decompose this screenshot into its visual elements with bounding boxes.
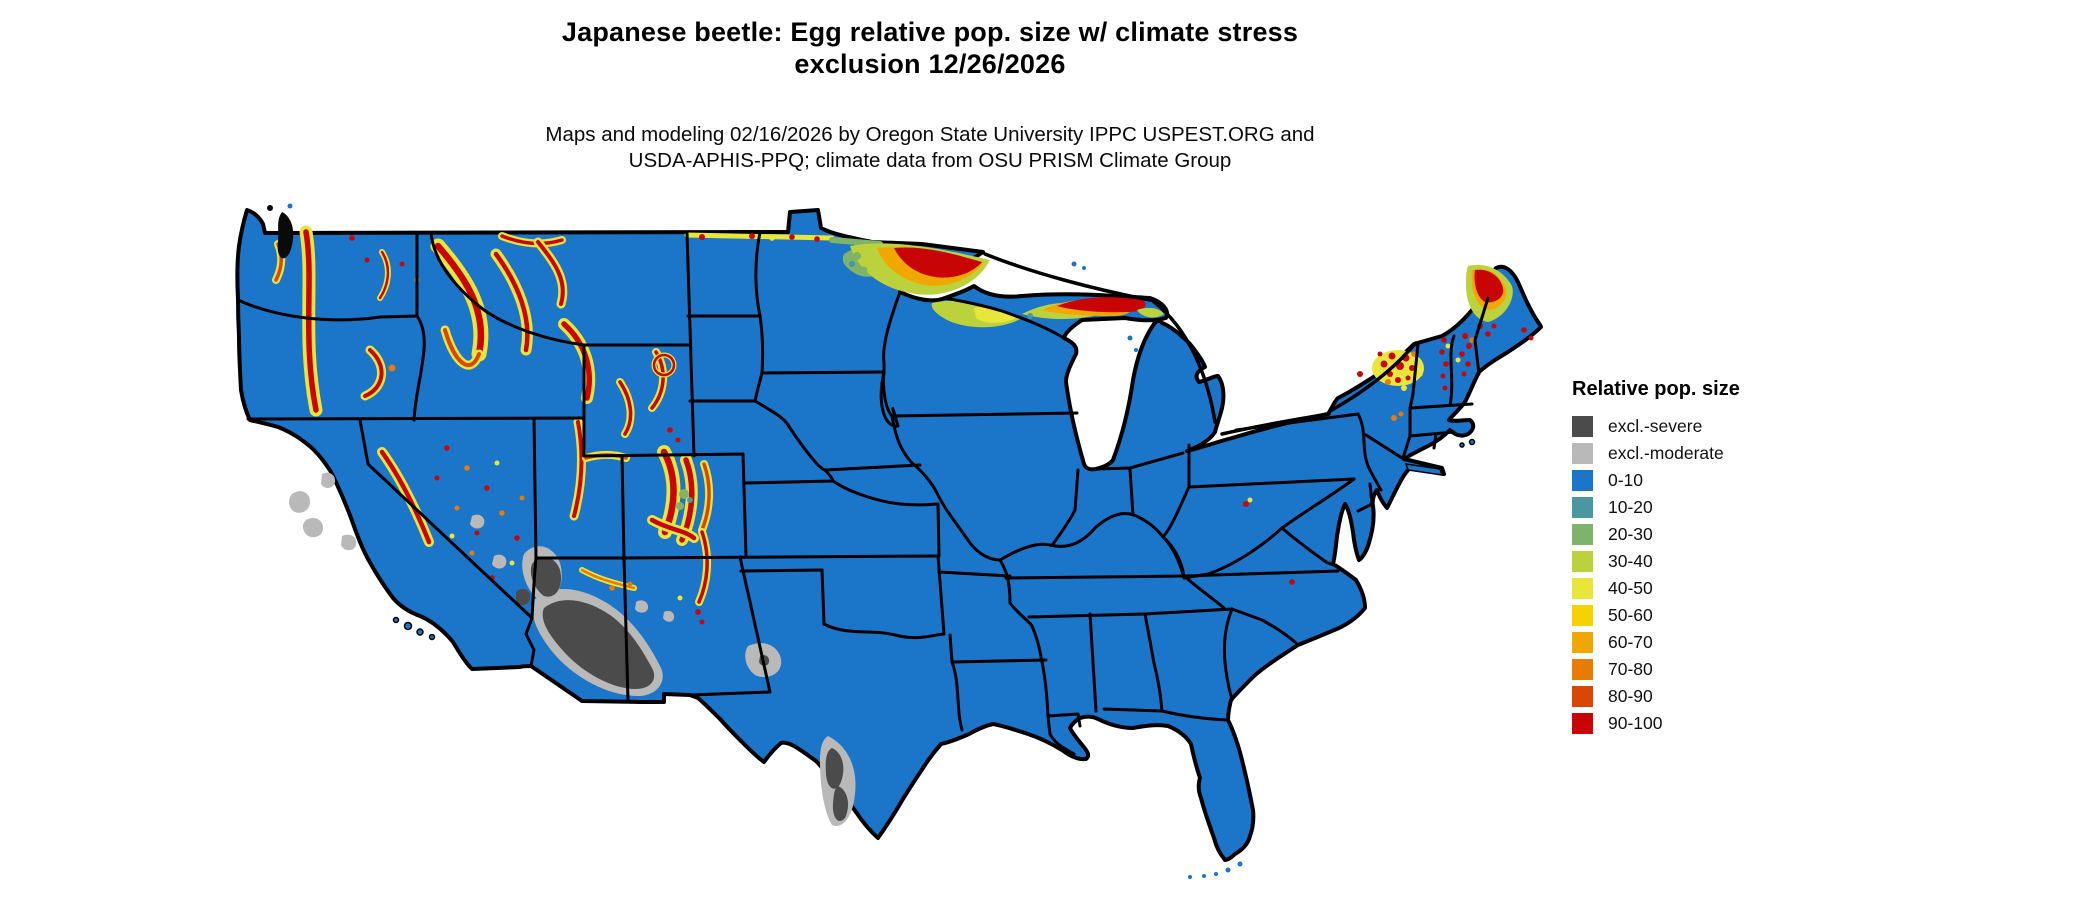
map-subtitle-line2: USDA-APHIS-PPQ; climate data from OSU PR…	[628, 149, 1232, 172]
subtitle-block: Maps and modeling 02/16/2026 by Oregon S…	[280, 122, 1580, 174]
lake-borders-layer	[983, 252, 1418, 436]
legend-item-label: 20-30	[1608, 524, 1653, 544]
legend-item-label: excl.-moderate	[1608, 443, 1724, 463]
map-title-line1: Japanese beetle: Egg relative pop. size …	[561, 17, 1299, 47]
map-container	[232, 168, 1562, 892]
legend-swatch	[1572, 686, 1593, 707]
legend-swatch	[1572, 524, 1593, 545]
map-title-line2: exclusion 12/26/2026	[794, 49, 1066, 79]
legend-item-label: excl.-severe	[1608, 416, 1703, 436]
legend-swatch	[1572, 659, 1593, 680]
land-silhouette	[235, 208, 1543, 862]
puget-sound	[267, 203, 294, 259]
legend-title: Relative pop. size	[1572, 378, 1740, 400]
state-borders-layer	[236, 230, 1490, 756]
legend-item: 20-30	[1572, 521, 1832, 548]
legend-item: excl.-moderate	[1572, 440, 1832, 467]
legend-items: excl.-severe excl.-moderate 0-10 10-20 20-30…	[1572, 413, 1832, 737]
legend-item-label: 70-80	[1608, 659, 1653, 679]
legend-item-label: 50-60	[1608, 605, 1653, 625]
heat-ridges-layer	[272, 225, 883, 606]
legend-item-label: 10-20	[1608, 497, 1653, 517]
legend-item-label: 80-90	[1608, 686, 1653, 706]
legend-swatch	[1572, 443, 1593, 464]
legend-swatch	[1572, 578, 1593, 599]
legend-item: 90-100	[1572, 710, 1832, 737]
legend-item: 0-10	[1572, 467, 1832, 494]
heat-blobs-layer	[842, 243, 1513, 386]
legend-swatch	[1572, 713, 1593, 734]
us-map	[235, 203, 1543, 879]
legend-swatch	[1572, 605, 1593, 626]
legend-item: 50-60	[1572, 602, 1832, 629]
legend-item-label: 60-70	[1608, 632, 1653, 652]
legend-item: 70-80	[1572, 656, 1832, 683]
title-block: Japanese beetle: Egg relative pop. size …	[280, 16, 1580, 80]
legend-item: 30-40	[1572, 548, 1832, 575]
legend-item: 10-20	[1572, 494, 1832, 521]
legend-item-label: 90-100	[1608, 713, 1663, 733]
map-subtitle-line1: Maps and modeling 02/16/2026 by Oregon S…	[545, 123, 1315, 146]
legend-swatch	[1572, 416, 1593, 437]
legend-item: 60-70	[1572, 629, 1832, 656]
legend-item-label: 0-10	[1608, 470, 1644, 490]
legend-swatch	[1572, 632, 1593, 653]
legend-item: excl.-severe	[1572, 413, 1832, 440]
legend-item-label: 30-40	[1608, 551, 1653, 571]
legend-swatch	[1572, 497, 1593, 518]
legend-item: 40-50	[1572, 575, 1832, 602]
legend-item: 80-90	[1572, 683, 1832, 710]
islands-layer	[392, 261, 1476, 879]
legend-item-label: 40-50	[1608, 578, 1653, 598]
legend-swatch	[1572, 470, 1593, 491]
legend-swatch	[1572, 551, 1593, 572]
legend: Relative pop. size excl.-severe excl.-mod…	[1572, 378, 1832, 737]
